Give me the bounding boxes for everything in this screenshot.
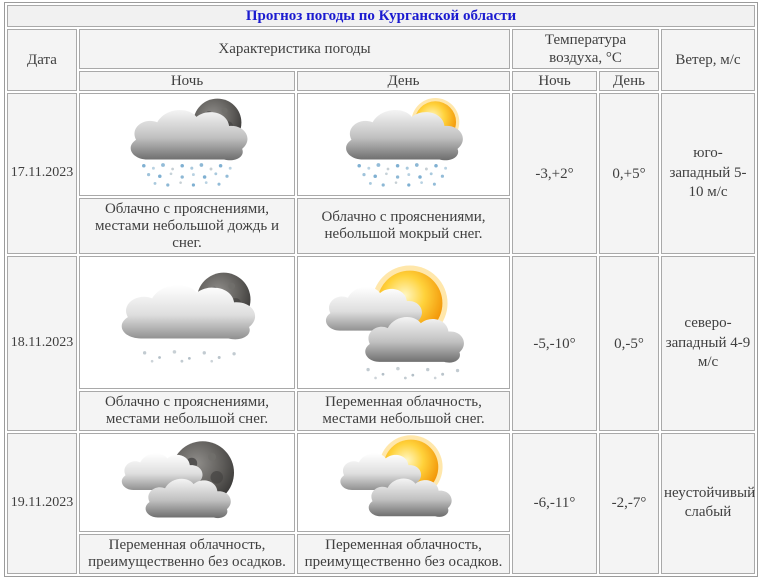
temp-night-cell: -6,-11° [512, 432, 597, 574]
night-icon-cell [79, 256, 295, 390]
sun-cloud-wet-snow-icon [345, 97, 463, 187]
forecast-table: Прогноз погоды по Курганской области Дат… [4, 2, 758, 577]
table-row-day1-desc: Облачно с прояснениями, местами небольшо… [7, 198, 755, 255]
table-row-day3: 19.11.2023 -6,-11° -2,-7° неустойчивый [7, 432, 755, 574]
subheader-weather-night: Ночь [79, 71, 295, 91]
moon-cloud-rain-snow-icon [130, 98, 248, 187]
night-description: Переменная облачность, преимущественно б… [79, 533, 295, 574]
temp-day-cell: 0,-5° [599, 256, 659, 431]
sun-clouds-snow-icon [325, 265, 464, 380]
temp-day-cell: -2,-7° [599, 432, 659, 574]
header-row: Дата Характеристика погоды Температура в… [7, 29, 755, 91]
subheader-temp-day: День [599, 71, 659, 91]
night-icon-cell [79, 93, 295, 196]
subheader-weather-day: День [297, 71, 510, 91]
night-description: Облачно с прояснениями, местами небольшо… [79, 198, 295, 255]
night-description: Облачно с прояснениями, местами небольшо… [79, 391, 295, 431]
col-header-temperature: Температура воздуха, °С [512, 29, 659, 69]
col-header-wind: Ветер, м/с [661, 29, 755, 91]
day-description: Переменная облачность, местами небольшой… [297, 391, 510, 431]
day-description: Облачно с прояснениями, небольшой мокрый… [297, 198, 510, 255]
table-row-day2: 18.11.2023 -5,-10° 0,-5° се [7, 256, 755, 431]
moon-clouds-icon [121, 441, 234, 519]
temp-day-cell: 0,+5° [599, 93, 659, 255]
wind-cell: юго-западный 5-10 м/с [661, 93, 755, 255]
date-cell: 18.11.2023 [7, 256, 77, 431]
wind-cell: неустойчивый слабый [661, 432, 755, 574]
wind-cell: северо-западный 4-9 м/с [661, 256, 755, 431]
temp-night-cell: -3,+2° [512, 93, 597, 255]
day-icon-cell [297, 93, 510, 196]
subheader-row: Ночь День Ночь День [7, 71, 755, 91]
col-header-weather: Характеристика погоды [79, 29, 510, 69]
temp-night-cell: -5,-10° [512, 256, 597, 431]
col-header-date: Дата [7, 29, 77, 91]
sun-clouds-icon [339, 435, 452, 518]
day-icon-cell [297, 256, 510, 390]
title-row: Прогноз погоды по Курганской области [7, 5, 755, 27]
day-description: Переменная облачность, преимущественно б… [297, 533, 510, 574]
table-row-day2-desc: Облачно с прояснениями, местами небольшо… [7, 391, 755, 431]
night-icon-cell [79, 432, 295, 532]
page-title: Прогноз погоды по Курганской области [7, 5, 755, 27]
table-row-day1: 17.11.2023 -3,+2° 0,+5° юго-западный 5 [7, 93, 755, 255]
subheader-temp-night: Ночь [512, 71, 597, 91]
date-cell: 19.11.2023 [7, 432, 77, 574]
moon-cloud-snow-icon [121, 272, 255, 363]
day-icon-cell [297, 432, 510, 532]
date-cell: 17.11.2023 [7, 93, 77, 255]
